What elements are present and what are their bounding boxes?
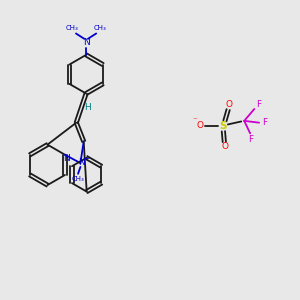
Text: H: H — [84, 103, 91, 112]
Text: ⁻: ⁻ — [192, 116, 197, 125]
Text: N: N — [63, 154, 70, 164]
Text: O: O — [226, 100, 233, 109]
Text: N: N — [78, 158, 85, 167]
Text: CH₃: CH₃ — [93, 25, 106, 31]
Text: F: F — [256, 100, 262, 109]
Text: CH₃: CH₃ — [66, 25, 79, 31]
Text: F: F — [248, 135, 253, 144]
Text: CH₃: CH₃ — [72, 176, 84, 182]
Text: S: S — [219, 121, 226, 131]
Text: +: + — [83, 154, 89, 163]
Text: F: F — [262, 118, 268, 127]
Text: O: O — [221, 142, 228, 151]
Text: O: O — [197, 121, 204, 130]
Text: N: N — [83, 38, 89, 46]
